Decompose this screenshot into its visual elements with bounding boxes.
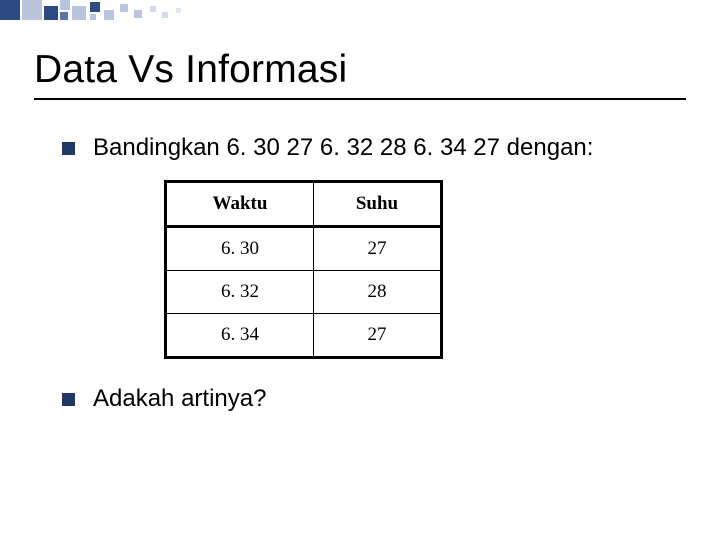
deco-square <box>90 2 100 12</box>
table-header-row: Waktu Suhu <box>166 182 442 227</box>
deco-square <box>60 12 68 20</box>
cell-waktu: 6. 32 <box>166 271 314 314</box>
corner-squares-decoration <box>0 0 186 28</box>
col-header-suhu: Suhu <box>314 182 442 227</box>
cell-suhu: 28 <box>314 271 442 314</box>
col-header-waktu: Waktu <box>166 182 314 227</box>
data-table: Waktu Suhu 6. 30 27 6. 32 28 6. 34 27 <box>164 180 443 359</box>
table-row: 6. 32 28 <box>166 271 442 314</box>
cell-waktu: 6. 34 <box>166 314 314 358</box>
deco-square <box>44 6 58 20</box>
cell-waktu: 6. 30 <box>166 227 314 271</box>
bullet-item-1: Bandingkan 6. 30 27 6. 32 28 6. 34 27 de… <box>62 134 686 162</box>
deco-square <box>60 0 70 10</box>
table-row: 6. 30 27 <box>166 227 442 271</box>
table-body: 6. 30 27 6. 32 28 6. 34 27 <box>166 227 442 358</box>
data-table-container: Waktu Suhu 6. 30 27 6. 32 28 6. 34 27 <box>164 180 686 359</box>
deco-square <box>0 0 20 20</box>
page-title: Data Vs Informasi <box>34 48 686 92</box>
table-row: 6. 34 27 <box>166 314 442 358</box>
bullet-item-2: Adakah artinya? <box>62 385 686 413</box>
deco-square <box>72 6 86 20</box>
cell-suhu: 27 <box>314 314 442 358</box>
deco-square <box>104 10 114 20</box>
deco-square <box>22 0 42 20</box>
cell-suhu: 27 <box>314 227 442 271</box>
deco-square <box>90 14 96 20</box>
deco-square <box>150 6 156 12</box>
deco-square <box>162 12 168 18</box>
bullet-text-2: Adakah artinya? <box>93 385 266 413</box>
bullet-text-1: Bandingkan 6. 30 27 6. 32 28 6. 34 27 de… <box>93 134 593 162</box>
square-bullet-icon <box>62 393 75 406</box>
title-underline: Data Vs Informasi <box>34 48 686 100</box>
deco-square <box>176 8 181 13</box>
deco-square <box>120 4 128 12</box>
slide-body: Data Vs Informasi Bandingkan 6. 30 27 6.… <box>0 0 720 413</box>
square-bullet-icon <box>62 142 75 155</box>
deco-square <box>134 10 142 18</box>
